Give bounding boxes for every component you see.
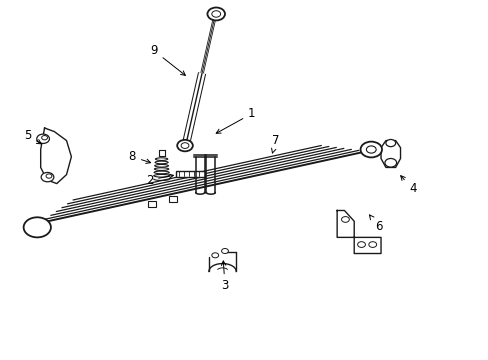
- Text: 7: 7: [271, 134, 279, 153]
- Text: 1: 1: [216, 107, 255, 133]
- FancyBboxPatch shape: [176, 171, 205, 177]
- Circle shape: [211, 11, 220, 17]
- Circle shape: [357, 242, 365, 247]
- Circle shape: [207, 8, 224, 21]
- Circle shape: [360, 141, 381, 157]
- Circle shape: [384, 158, 396, 167]
- Circle shape: [341, 217, 348, 222]
- Circle shape: [385, 139, 395, 147]
- Circle shape: [368, 242, 376, 247]
- Text: 4: 4: [400, 176, 416, 195]
- Circle shape: [366, 146, 375, 153]
- Circle shape: [41, 135, 47, 140]
- Text: 8: 8: [128, 150, 150, 163]
- Circle shape: [37, 134, 49, 143]
- Text: 9: 9: [150, 44, 185, 75]
- FancyBboxPatch shape: [168, 196, 176, 202]
- Circle shape: [23, 217, 51, 237]
- Circle shape: [211, 253, 218, 258]
- Text: 5: 5: [24, 129, 41, 144]
- Circle shape: [41, 172, 54, 182]
- Circle shape: [221, 248, 228, 253]
- Circle shape: [181, 143, 188, 148]
- Text: 2: 2: [145, 174, 173, 186]
- Text: 3: 3: [221, 261, 228, 292]
- FancyBboxPatch shape: [147, 201, 155, 207]
- Circle shape: [46, 174, 52, 178]
- Circle shape: [177, 140, 192, 151]
- Text: 6: 6: [369, 215, 382, 233]
